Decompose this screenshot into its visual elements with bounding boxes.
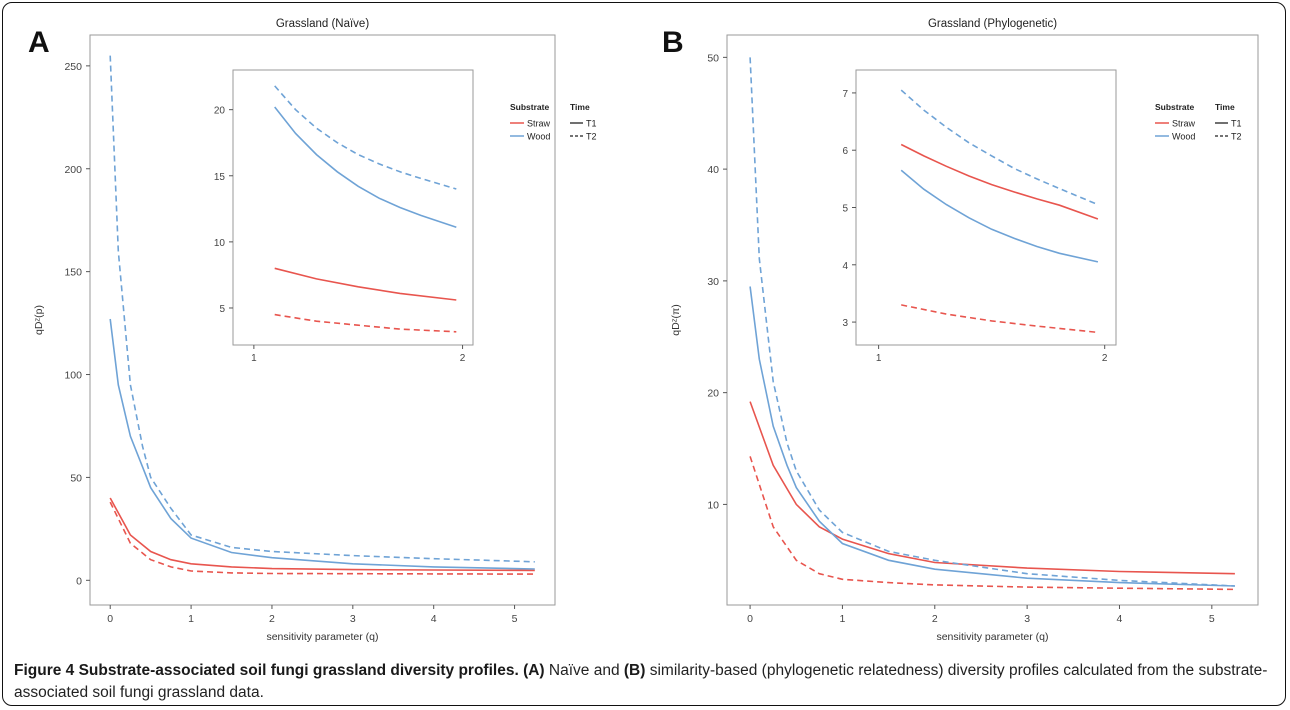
- plot-frame: [726, 34, 1259, 606]
- legend: Substrate Time Straw Wood T1 T2: [510, 102, 597, 142]
- inset-y-tick-label: 15: [214, 172, 226, 183]
- legend-time-label: T2: [1231, 132, 1242, 142]
- x-tick-label: 3: [350, 613, 356, 625]
- figure-caption: Figure 4 Substrate-associated soil fungi…: [14, 660, 1274, 704]
- inset-plot: 1 2 5 10 15 20: [214, 69, 474, 364]
- x-tick-label: 2: [269, 613, 275, 625]
- x-tick-label: 5: [1209, 613, 1215, 625]
- x-tick-label: 1: [188, 613, 194, 625]
- inset-frame: [232, 69, 474, 346]
- legend-time-title: Time: [570, 102, 590, 112]
- series-line-straw-t2: [749, 456, 1235, 591]
- x-tick-label: 0: [747, 613, 753, 625]
- inset-series-line-straw-t1: [274, 267, 457, 301]
- legend-substrate-title: Substrate: [510, 102, 549, 112]
- inset-x-tick-label: 2: [1102, 353, 1108, 364]
- x-tick-label: 3: [1024, 613, 1030, 625]
- y-tick-label: 0: [76, 575, 82, 587]
- legend-time-label: T1: [586, 119, 597, 129]
- inset-y-tick-label: 5: [842, 204, 848, 215]
- caption-b-tag: (B): [623, 662, 646, 679]
- y-tick-label: 150: [64, 267, 82, 279]
- panel-label: B: [662, 26, 684, 59]
- caption-title: Figure 4 Substrate-associated soil fungi…: [14, 662, 519, 679]
- inset-series-line-straw-t2: [901, 304, 1098, 334]
- legend-substrate-label: Straw: [1172, 119, 1196, 129]
- x-tick-label: 4: [431, 613, 437, 625]
- plot-frame: [89, 34, 556, 606]
- legend: Substrate Time Straw Wood T1 T2: [1155, 102, 1242, 142]
- inset-series-line-wood-t2: [900, 89, 1099, 206]
- inset-x-tick-label: 1: [876, 353, 882, 364]
- series-line-wood-t2: [749, 57, 1235, 587]
- chart-title: Grassland (Naïve): [276, 18, 369, 30]
- series-line-wood-t2: [109, 55, 535, 563]
- inset-y-tick-label: 10: [214, 238, 226, 249]
- inset-series-line-wood-t1: [900, 169, 1099, 263]
- caption-rest: similarity-based (phylogenetic relatedne…: [14, 662, 1268, 701]
- y-tick-label: 50: [707, 52, 719, 64]
- y-axis-label: qDᶻ(π): [670, 304, 682, 335]
- series-line-wood-t1: [749, 286, 1235, 587]
- legend-substrate-label: Wood: [1172, 132, 1195, 142]
- y-tick-label: 200: [64, 164, 82, 176]
- inset-y-tick-label: 5: [219, 304, 225, 315]
- caption-mid: Naïve and: [544, 662, 624, 679]
- x-axis-label: sensitivity parameter (q): [936, 631, 1048, 643]
- x-tick-label: 2: [932, 613, 938, 625]
- inset-y-tick-label: 4: [842, 261, 848, 272]
- legend-substrate-title: Substrate: [1155, 102, 1194, 112]
- inset-series-line-straw-t2: [274, 313, 457, 333]
- inset-series-line-straw-t1: [900, 143, 1099, 220]
- legend-substrate-label: Straw: [527, 119, 551, 129]
- x-tick-label: 5: [512, 613, 518, 625]
- panel-label: A: [28, 26, 50, 59]
- series-line-straw-t1: [109, 497, 535, 572]
- x-tick-label: 0: [107, 613, 113, 625]
- series-line-wood-t1: [109, 318, 535, 570]
- legend-time-label: T1: [1231, 119, 1242, 129]
- y-tick-label: 20: [707, 388, 719, 400]
- inset-frame: [855, 69, 1117, 346]
- inset-series-line-wood-t2: [274, 85, 457, 190]
- legend-time-label: T2: [586, 132, 597, 142]
- inset-y-tick-label: 6: [842, 146, 848, 157]
- series-line-straw-t2: [109, 501, 535, 575]
- inset-series-line-wood-t1: [274, 106, 457, 229]
- x-tick-label: 4: [1117, 613, 1123, 625]
- panel-b: B Grassland (Phylogenetic) 0 1 2 3 4 5 10 20 30 40 5…: [662, 18, 1259, 643]
- inset-x-tick-label: 2: [460, 353, 466, 364]
- y-tick-label: 10: [707, 499, 719, 511]
- x-axis-label: sensitivity parameter (q): [266, 631, 378, 643]
- y-tick-label: 50: [70, 472, 82, 484]
- y-tick-label: 100: [64, 370, 82, 382]
- legend-time-title: Time: [1215, 102, 1235, 112]
- series-line-straw-t1: [749, 401, 1235, 575]
- inset-x-tick-label: 1: [251, 353, 257, 364]
- caption-a-tag: (A): [523, 662, 545, 679]
- y-tick-label: 30: [707, 276, 719, 288]
- inset-y-tick-label: 20: [214, 106, 226, 117]
- y-tick-label: 40: [707, 164, 719, 176]
- x-tick-label: 1: [840, 613, 846, 625]
- y-axis-label: qDᶻ(p): [33, 305, 45, 335]
- inset-y-tick-label: 3: [842, 318, 848, 329]
- inset-plot: 1 2 3 4 5 6 7: [842, 69, 1117, 364]
- inset-y-tick-label: 7: [842, 89, 848, 100]
- y-tick-label: 250: [64, 61, 82, 73]
- legend-substrate-label: Wood: [527, 132, 550, 142]
- chart-title: Grassland (Phylogenetic): [928, 18, 1057, 30]
